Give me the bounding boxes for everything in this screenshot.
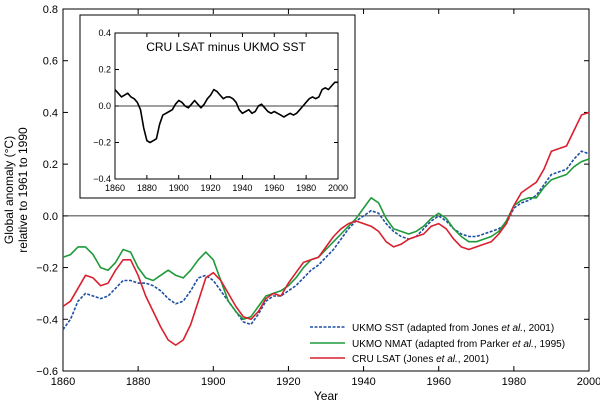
y-tick-label: −0.2 <box>36 263 58 275</box>
x-tick-label: 1920 <box>276 376 300 388</box>
legend-label-part: et al. <box>512 339 534 350</box>
y-axis-label: Global anomaly (°C) <box>2 136 16 244</box>
legend-label-part: , 2001) <box>523 323 554 334</box>
x-tick-label: 1880 <box>126 376 150 388</box>
inset-y-tick-label: 0.2 <box>98 65 111 75</box>
main-plot-frame <box>62 8 590 372</box>
inset-y-tick-label: −0.4 <box>93 174 111 184</box>
legend-label: UKMO SST (adapted from Jones et al., 200… <box>352 323 554 334</box>
y-axis-label-line2: relative to 1961 to 1990 <box>16 127 30 253</box>
ukmo-nmat-line <box>62 158 590 321</box>
x-tick-label: 1900 <box>201 376 225 388</box>
x-tick-label: 1860 <box>51 376 75 388</box>
y-tick-label: −0.4 <box>36 314 58 326</box>
y-tick-label: 0.6 <box>43 56 58 68</box>
legend-label-part: UKMO SST (adapted from Jones <box>352 323 501 334</box>
x-tick-label: 1940 <box>351 376 375 388</box>
inset-y-tick-label: −0.2 <box>93 138 111 148</box>
y-tick-label: −0.6 <box>36 366 58 378</box>
x-tick-label: 1960 <box>426 376 450 388</box>
legend-label-part: et al. <box>501 323 523 334</box>
inset-x-tick-label: 2000 <box>328 183 348 193</box>
inset-plot: 1860 1880 1900 1920 1940 1960 1980 2000 −0.4 −0.2… <box>79 14 356 199</box>
legend-label-part: et al. <box>436 354 458 365</box>
y-tick-label: 0.8 <box>43 4 58 16</box>
legend-label: CRU LSAT (Jones et al., 2001) <box>352 354 489 365</box>
y-tick-label: 0.0 <box>43 211 58 223</box>
legend-label-part: , 1995) <box>534 339 565 350</box>
legend-label-part: UKMO NMAT (adapted from Parker <box>352 339 512 350</box>
y-tick-label: 0.4 <box>43 107 58 119</box>
inset-frame <box>79 14 356 199</box>
main-plot: 1860 1880 1900 1920 1940 1960 1980 2000 −0.6 −0.4… <box>2 4 600 403</box>
x-tick-label: 1980 <box>502 376 526 388</box>
inset-x-tick-label: 1900 <box>169 183 189 193</box>
x-axis-label: Year <box>314 389 338 403</box>
inset-x-tick-label: 1920 <box>201 183 221 193</box>
inset-difference-line <box>114 81 338 144</box>
ukmo-sst-line <box>62 150 590 331</box>
legend-label-part: CRU LSAT (Jones <box>352 354 436 365</box>
x-tick-label: 2000 <box>577 376 600 388</box>
inset-x-tick-label: 1860 <box>105 183 125 193</box>
legend: UKMO SST (adapted from Jones et al., 200… <box>310 323 565 365</box>
cru-lsat-line <box>62 111 590 346</box>
inset-x-tick-label: 1940 <box>232 183 252 193</box>
inset-x-tick-label: 1960 <box>264 183 284 193</box>
inset-x-tick-label: 1980 <box>296 183 316 193</box>
y-tick-label: 0.2 <box>43 159 58 171</box>
inset-y-tick-label: 0.0 <box>98 101 111 111</box>
inset-y-tick-label: 0.4 <box>98 28 111 38</box>
inset-x-tick-label: 1880 <box>137 183 157 193</box>
legend-label-part: , 2001) <box>458 354 489 365</box>
legend-label: UKMO NMAT (adapted from Parker et al., 1… <box>352 339 565 350</box>
inset-title: CRU LSAT minus UKMO SST <box>146 40 306 54</box>
